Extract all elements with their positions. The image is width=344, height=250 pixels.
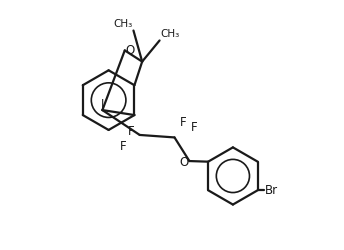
Text: O: O (126, 44, 135, 57)
Text: F: F (191, 121, 198, 134)
Text: F: F (180, 116, 186, 129)
Text: O: O (180, 156, 189, 169)
Text: F: F (128, 125, 134, 138)
Text: CH₃: CH₃ (161, 29, 180, 39)
Text: CH₃: CH₃ (113, 19, 132, 29)
Text: I: I (101, 98, 104, 111)
Text: Br: Br (265, 184, 278, 197)
Text: F: F (120, 140, 127, 153)
